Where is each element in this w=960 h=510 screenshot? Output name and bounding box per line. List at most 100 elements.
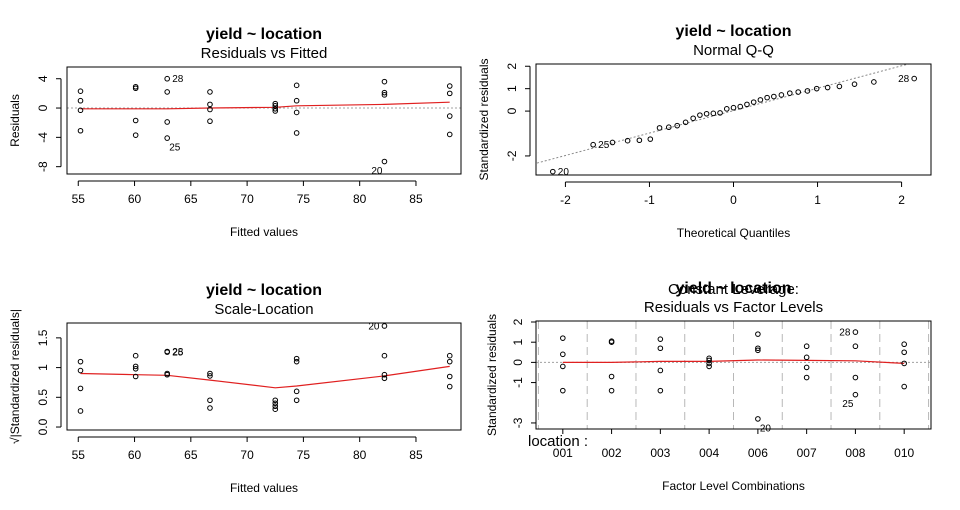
data-point xyxy=(730,104,737,111)
plot-area xyxy=(77,323,453,414)
data-point xyxy=(293,397,300,404)
plot-subtitle: Scale-Location xyxy=(214,301,313,318)
y-tick-label: -8 xyxy=(36,161,50,172)
plot-subtitle: Residuals vs Factor Levels xyxy=(644,299,823,316)
x-tick-label: 80 xyxy=(353,192,367,206)
data-point xyxy=(77,127,84,134)
data-point xyxy=(803,343,810,350)
data-point xyxy=(132,373,139,380)
data-point xyxy=(446,90,453,97)
data-point xyxy=(207,89,213,95)
y-axis-label: Residuals xyxy=(8,94,22,147)
data-point xyxy=(77,97,84,104)
data-point xyxy=(871,79,877,85)
point-label: 20 xyxy=(371,166,383,177)
data-point xyxy=(657,367,664,374)
x-tick-label: 65 xyxy=(184,192,198,206)
x-tick-label: 70 xyxy=(240,448,254,462)
data-point xyxy=(381,92,388,98)
y-tick-label: 0.0 xyxy=(36,418,50,435)
data-point xyxy=(132,117,139,124)
data-point xyxy=(77,88,84,94)
y-tick-label: -1 xyxy=(511,377,525,388)
red-smoother-line xyxy=(80,101,450,110)
y-tick-label: 2 xyxy=(505,63,519,70)
x-tick-label: 55 xyxy=(72,448,86,462)
x-tick-label: 70 xyxy=(240,192,254,206)
x-tick-label: 010 xyxy=(894,446,914,460)
data-point xyxy=(824,84,831,91)
y-axis-label: Standardized residuals xyxy=(477,58,491,180)
x-tick-label: 1 xyxy=(814,193,821,207)
plot-title: yield ~ location xyxy=(675,280,791,297)
point-label: 20 xyxy=(368,321,380,332)
data-point xyxy=(836,83,843,90)
data-point xyxy=(804,88,811,94)
data-point xyxy=(717,110,723,116)
data-point xyxy=(164,135,170,141)
data-point xyxy=(703,110,710,117)
data-point xyxy=(207,373,213,379)
data-point xyxy=(657,387,664,394)
data-point xyxy=(293,109,300,116)
data-point xyxy=(293,82,300,89)
data-point xyxy=(757,97,764,103)
x-tick-label: 85 xyxy=(409,192,423,206)
data-point xyxy=(132,85,139,92)
data-point xyxy=(272,103,279,109)
y-tick-label: -4 xyxy=(36,132,50,143)
data-point xyxy=(852,329,859,335)
data-point xyxy=(77,107,84,114)
data-point xyxy=(446,131,453,138)
data-point xyxy=(164,75,170,82)
overlap-title: Constant Leverage: xyxy=(668,281,799,298)
data-point xyxy=(560,387,566,394)
y-tick-label: -3 xyxy=(511,417,525,428)
x-tick-label: 0 xyxy=(730,193,737,207)
data-point xyxy=(803,374,810,381)
data-point xyxy=(750,99,757,105)
point-label: 25 xyxy=(598,140,610,151)
data-point xyxy=(293,358,300,365)
y-axis-label: Standardized residuals xyxy=(485,314,499,436)
data-point xyxy=(381,78,388,85)
data-point xyxy=(657,345,664,352)
data-point xyxy=(624,137,631,144)
point-label: 25 xyxy=(169,143,181,154)
data-point xyxy=(608,339,615,345)
red-smoother-line xyxy=(80,365,450,389)
data-point xyxy=(207,397,213,404)
data-point xyxy=(132,365,139,372)
plot-frame xyxy=(535,63,932,176)
panel-4: Constant Leverage:yield ~ location Residu… xyxy=(485,280,932,493)
data-point xyxy=(207,370,213,377)
data-point xyxy=(164,371,170,378)
data-point xyxy=(901,349,907,356)
data-point xyxy=(381,158,388,165)
x-tick-label: 002 xyxy=(602,446,622,460)
plot-frame xyxy=(66,66,462,175)
point-label: 25 xyxy=(172,348,184,359)
data-point xyxy=(446,352,453,359)
data-point xyxy=(803,364,810,371)
data-point xyxy=(657,336,664,342)
data-point xyxy=(164,89,170,95)
data-point xyxy=(272,100,279,107)
data-point xyxy=(778,92,785,98)
red-smoother-line xyxy=(562,359,905,364)
y-tick-label: 1.5 xyxy=(36,329,50,346)
y-tick-label: 1 xyxy=(505,85,519,92)
y-tick-label: 0 xyxy=(505,107,519,114)
data-point xyxy=(293,130,300,136)
data-point xyxy=(723,106,730,112)
x-tick-label: -1 xyxy=(644,193,655,207)
data-point xyxy=(737,103,744,110)
plot-title: yield ~ location xyxy=(206,26,322,43)
x-tick-label: 80 xyxy=(353,448,367,462)
data-point xyxy=(207,118,213,125)
data-point xyxy=(381,352,388,359)
panel-1: yield ~ location Residuals vs Fitted 28 25 2… xyxy=(8,26,462,239)
data-point xyxy=(665,124,672,131)
data-point xyxy=(608,387,615,394)
